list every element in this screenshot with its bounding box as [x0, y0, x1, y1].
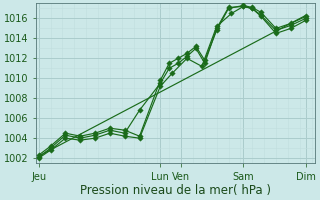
X-axis label: Pression niveau de la mer( hPa ): Pression niveau de la mer( hPa ) — [80, 184, 271, 197]
